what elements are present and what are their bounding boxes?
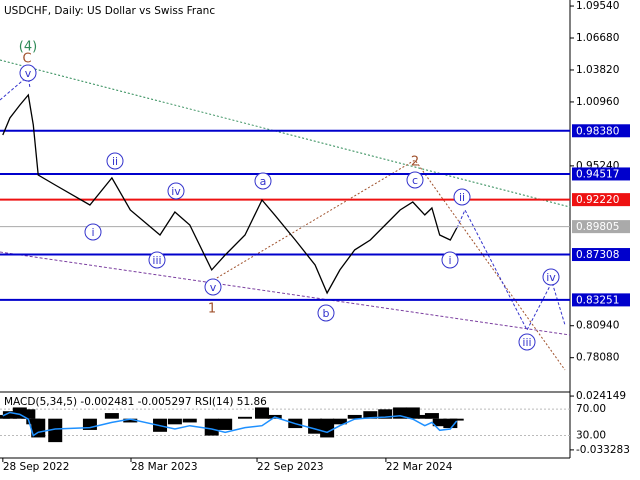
macd-bar [182,418,197,423]
y-tick-label: 0.78080 [576,352,619,364]
macd-bar [204,418,219,436]
wave-circle [441,251,459,269]
wave-label: i [448,254,451,267]
y-tick-label: 70.00 [576,403,606,415]
wave-circle [167,182,185,200]
wave-circle [518,333,536,351]
wave-label: v [210,281,217,294]
x-tick-label: 28 Mar 2023 [131,461,198,473]
macd-bar [347,414,362,419]
y-tick-label: 1.00960 [576,96,619,108]
macd-bar [308,418,323,434]
macd-bar [21,409,36,419]
wave-label: 1 [208,302,216,317]
trend-line [0,251,571,336]
macd-bar [449,418,464,421]
y-tick-label: 1.06680 [576,32,619,44]
level-label-box [572,220,630,234]
chart-title: USDCHF, Daily: US Dollar vs Swiss Franc [4,5,215,17]
level-label-box [572,193,630,207]
wave-circle [204,278,222,296]
level-label: 0.92220 [576,194,619,206]
wave-label: iv [171,185,181,198]
wave-label: i [91,226,94,239]
wave-circle [148,251,166,269]
macd-bar [417,414,432,419]
level-label: 0.94517 [576,168,619,180]
level-label-box [572,167,630,181]
wave-label: (4) [19,40,37,55]
indicator-title: MACD(5,34,5) -0.002481 -0.005297 RSI(14)… [4,396,267,408]
rsi-line [2,411,458,437]
x-tick-label: 28 Sep 2022 [3,461,70,473]
y-tick-label: 0.024149 [576,390,626,402]
x-tick-label: 22 Mar 2024 [386,461,453,473]
wave-circle [453,188,471,206]
price-line [2,93,458,295]
macd-bar [393,407,408,419]
wave-circle [406,171,424,189]
level-label: 0.98380 [576,125,619,137]
y-tick-label: -0.033283 [576,444,630,456]
macd-bar [424,413,439,419]
y-tick-label: 30.00 [576,430,606,442]
level-label: 0.83251 [576,294,619,306]
macd-bar [432,418,447,427]
x-tick-label: 22 Sep 2023 [257,461,324,473]
macd-bar [12,407,27,419]
macd-bar [82,418,97,430]
macd-bar [332,418,347,425]
wave-label: a [260,175,267,188]
wave-circle [254,172,272,190]
level-label-box [572,248,630,262]
macd-bar [320,418,335,438]
macd-bar [405,407,420,419]
wave-circle [106,152,124,170]
level-label: 0.87308 [576,249,619,261]
y-tick-label: 1.09540 [576,0,619,12]
wave-circle [542,268,560,286]
macd-bar [443,418,458,429]
macd-bar [48,418,63,443]
wave-label: c [412,174,418,187]
macd-bar [378,409,393,419]
macd-bar [31,418,46,438]
macd-bar [2,411,17,419]
wave-label: iv [546,271,556,284]
macd-bar [363,411,378,419]
wave-label: v [25,67,32,80]
macd-bar [123,418,138,423]
macd-bar [237,416,252,419]
y-tick-label: 0.80940 [576,320,619,332]
wave-label: ii [112,155,118,168]
wave-label: ii [459,191,465,204]
wave-circle [19,64,37,82]
macd-bar [218,418,233,430]
wave-label: iii [152,254,161,267]
wave-label: C [22,52,31,67]
y-tick-label: 1.03820 [576,64,619,76]
level-label-box [572,293,630,307]
macd-bar [104,413,119,419]
level-label: 0.89805 [576,221,619,233]
macd-bar [167,418,182,425]
wave-label: iii [522,336,531,349]
wave-circle [84,223,102,241]
wave-label: b [323,307,330,320]
level-label-box [572,124,630,138]
wave-circle [317,304,335,322]
wave-label: 2 [411,155,419,170]
macd-bar [254,407,269,419]
